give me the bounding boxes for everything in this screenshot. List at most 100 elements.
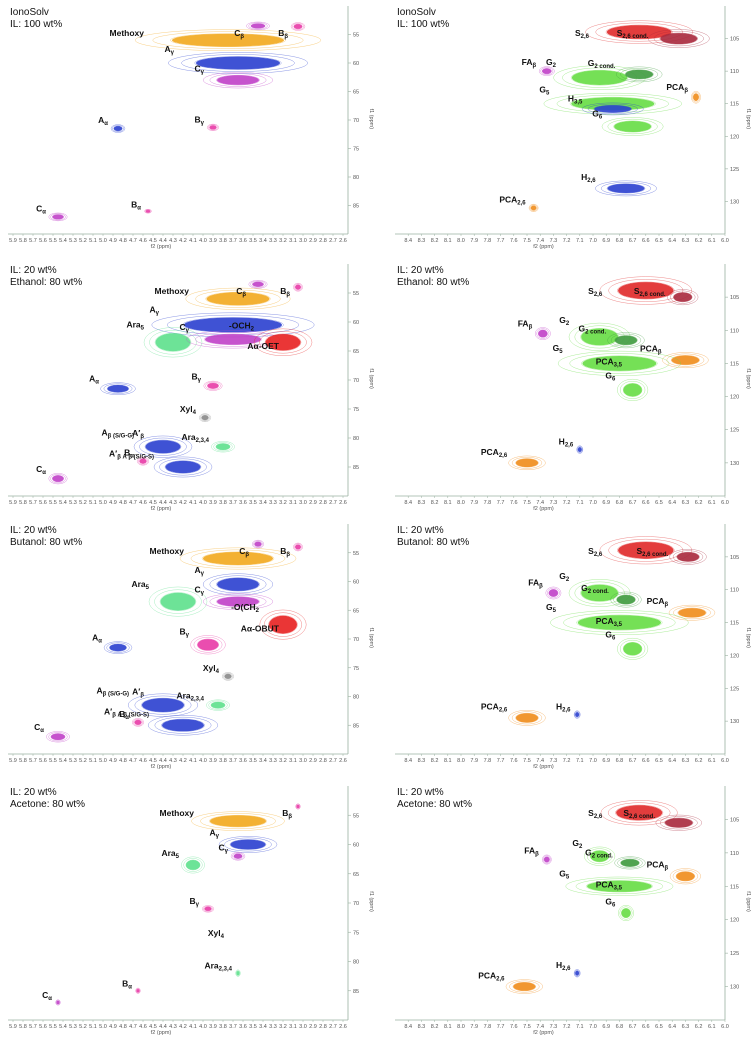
peak-label: PCA2,6 (481, 701, 508, 713)
peak-label-subscript: 2 (579, 844, 583, 850)
peak-label-subscript: 2,6 (496, 977, 505, 983)
x-tick-label: 3.9 (209, 758, 217, 764)
peak-blob (608, 184, 645, 193)
x-tick-label: 6.7 (629, 238, 637, 244)
peak-blob (549, 589, 558, 596)
x-tick-label: 7.7 (497, 238, 505, 244)
peak-label-subscript: β A β (S/G-S) (117, 454, 154, 460)
x-tick-label: 4.8 (119, 238, 127, 244)
x-tick-label: 5.3 (69, 1024, 77, 1030)
peak-label: Ara2,3,4 (204, 960, 232, 972)
x-tick-label: 5.5 (49, 500, 57, 506)
peak-blob (156, 333, 191, 351)
peak-label-subscript: 4 (216, 669, 220, 675)
peak-blob (52, 475, 63, 481)
peak-label: G2 (572, 838, 583, 850)
peak-label: Xyl4 (203, 663, 220, 675)
y-tick-label: 120 (730, 653, 739, 659)
peak-label-subscript: β (535, 852, 539, 858)
x-tick-label: 7.8 (484, 238, 492, 244)
x-tick-label: 7.2 (563, 500, 571, 506)
x-tick-label: 3.7 (229, 758, 237, 764)
peak-label: Aγ (150, 304, 160, 316)
condition-line-2: Butanol: 80 wt% (397, 537, 469, 548)
peak-label-subscript: γ (186, 633, 190, 639)
y-tick-label: 70 (353, 378, 359, 384)
peak-label-subscript: 2 cond. (592, 854, 613, 860)
peak-label: Aγ (210, 827, 220, 839)
x-tick-label: 3.7 (229, 500, 237, 506)
x-tick-label: 4.1 (189, 238, 197, 244)
x-tick-label: 6.9 (602, 1024, 610, 1030)
x-tick-label: 3.2 (279, 758, 287, 764)
peak-blob (234, 854, 242, 859)
peak-label: Bγ (180, 627, 190, 639)
x-tick-label: 3.9 (209, 500, 217, 506)
x-tick-label: 8.2 (431, 238, 439, 244)
peak-label-subscript: β (533, 63, 537, 69)
x-tick-label: 4.7 (129, 758, 137, 764)
peak-label-subscript: β (539, 584, 543, 590)
x-tick-label: 8.4 (404, 238, 412, 244)
peak-label: PCA2,6 (478, 971, 505, 983)
x-tick-label: 8.0 (457, 238, 465, 244)
x-tick-label: 8.4 (404, 1024, 412, 1030)
peak-blob (207, 383, 218, 389)
peak-blob (146, 440, 181, 453)
x-tick-label: 5.5 (49, 1024, 57, 1030)
x-tick-label: 2.7 (329, 500, 337, 506)
x-axis-title: f2 (ppm) (151, 1030, 172, 1036)
x-tick-label: 6.5 (655, 1024, 663, 1030)
peak-label: FAβ (522, 57, 537, 69)
peak-blob (674, 293, 692, 302)
peak-label: Aα (98, 115, 108, 127)
x-tick-label: 6.6 (642, 500, 650, 506)
x-tick-label: 7.6 (510, 758, 518, 764)
peak-label-subscript: 2 (566, 321, 570, 327)
x-tick-label: 5.6 (39, 238, 47, 244)
peak-label-subscript: β (245, 552, 249, 558)
y-tick-label: 115 (730, 621, 739, 627)
peak-label: -O(CH2 (231, 602, 260, 614)
y-axis-title: f1 (ppm) (368, 628, 374, 649)
peak-label-subscript: 5 (146, 585, 150, 591)
condition-line-1: IonoSolv (10, 7, 49, 18)
x-tick-label: 5.4 (59, 238, 67, 244)
peak-label: G2 (559, 571, 570, 583)
x-tick-label: 6.5 (655, 500, 663, 506)
x-tick-label: 7.5 (523, 238, 531, 244)
peak-label: Aα (89, 373, 99, 385)
x-tick-label: 3.8 (219, 758, 227, 764)
peak-blob (225, 674, 232, 679)
peak-label: Methoxy (110, 28, 145, 38)
x-axis-title: f2 (ppm) (151, 506, 172, 512)
y-tick-label: 115 (730, 884, 739, 890)
x-tick-label: 5.8 (19, 500, 27, 506)
peak-blob (210, 125, 217, 129)
peak-label-subscript: γ (225, 849, 229, 855)
peak-blob (660, 33, 697, 44)
peak-blob (297, 805, 300, 808)
x-tick-label: 5.5 (49, 238, 57, 244)
peak-blob (625, 70, 653, 79)
x-tick-label: 2.9 (309, 500, 317, 506)
peak-blob (217, 75, 259, 85)
peak-label-subscript: 5 (176, 854, 180, 860)
peak-blob (294, 24, 302, 29)
x-tick-label: 5.7 (29, 758, 37, 764)
x-tick-label: 3.9 (209, 238, 217, 244)
x-tick-label: 5.1 (89, 758, 97, 764)
peak-label-subscript: 2,6 cond. (622, 34, 648, 40)
x-axis-title: f2 (ppm) (533, 1030, 554, 1036)
y-tick-label: 80 (353, 436, 359, 442)
peak-blob (210, 815, 266, 826)
x-tick-label: 6.1 (708, 238, 716, 244)
peak-blob (205, 907, 212, 911)
x-tick-label: 3.1 (289, 500, 297, 506)
peak-label-subscript: 2 (256, 608, 260, 614)
x-tick-label: 2.8 (319, 1024, 327, 1030)
y-tick-label: 80 (353, 175, 359, 181)
peak-label-subscript: 2,3,4 (196, 438, 210, 444)
peak-label-subscript: γ (201, 571, 205, 577)
condition-line-1: IL: 20 wt% (397, 525, 444, 536)
